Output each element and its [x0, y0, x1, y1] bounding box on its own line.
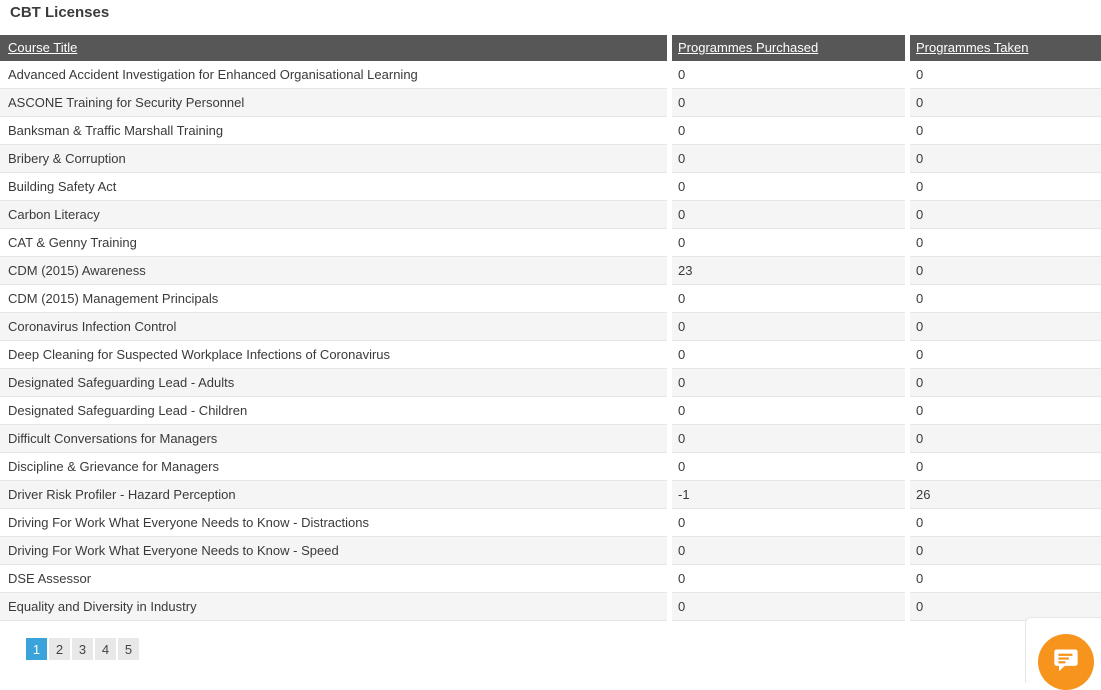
cell-programmes-taken: 0: [910, 145, 1101, 173]
page-title: CBT Licenses: [10, 4, 110, 21]
cell-course-title: Carbon Literacy: [0, 201, 667, 229]
cell-course-title: Deep Cleaning for Suspected Workplace In…: [0, 341, 667, 369]
cell-course-title: DSE Assessor: [0, 565, 667, 593]
table-row: Designated Safeguarding Lead - Children …: [0, 397, 1101, 425]
cell-programmes-purchased: 0: [672, 453, 905, 481]
table-row: Driving For Work What Everyone Needs to …: [0, 537, 1101, 565]
cell-programmes-taken: 0: [910, 341, 1101, 369]
cell-programmes-purchased: 0: [672, 313, 905, 341]
cell-course-title: CAT & Genny Training: [0, 229, 667, 257]
cell-programmes-purchased: 0: [672, 537, 905, 565]
cell-programmes-taken: 0: [910, 173, 1101, 201]
cell-programmes-purchased: 0: [672, 425, 905, 453]
cell-programmes-purchased: 0: [672, 397, 905, 425]
cell-programmes-purchased: 0: [672, 229, 905, 257]
table-row: CDM (2015) Management Principals 0 0: [0, 285, 1101, 313]
cell-programmes-purchased: 0: [672, 89, 905, 117]
cell-programmes-taken: 0: [910, 201, 1101, 229]
table-row: Discipline & Grievance for Managers 0 0: [0, 453, 1101, 481]
cell-programmes-taken: 0: [910, 313, 1101, 341]
cell-programmes-purchased: 0: [672, 173, 905, 201]
cell-course-title: CDM (2015) Awareness: [0, 257, 667, 285]
cell-course-title: Driver Risk Profiler - Hazard Perception: [0, 481, 667, 509]
cell-programmes-purchased: 0: [672, 117, 905, 145]
cell-programmes-taken: 0: [910, 61, 1101, 89]
cell-programmes-taken: 0: [910, 397, 1101, 425]
column-header-programmes-purchased: Programmes Purchased: [672, 35, 905, 61]
table-row: DSE Assessor 0 0: [0, 565, 1101, 593]
cell-programmes-taken: 26: [910, 481, 1101, 509]
cell-course-title: ASCONE Training for Security Personnel: [0, 89, 667, 117]
cell-programmes-purchased: 0: [672, 285, 905, 313]
cell-programmes-taken: 0: [910, 257, 1101, 285]
cell-course-title: Driving For Work What Everyone Needs to …: [0, 509, 667, 537]
cell-course-title: Coronavirus Infection Control: [0, 313, 667, 341]
page-button-3[interactable]: 3: [72, 638, 93, 660]
sort-link-programmes-taken[interactable]: Programmes Taken: [916, 40, 1029, 55]
cell-programmes-taken: 0: [910, 285, 1101, 313]
cell-course-title: Advanced Accident Investigation for Enha…: [0, 61, 667, 89]
table-row: Driver Risk Profiler - Hazard Perception…: [0, 481, 1101, 509]
cell-programmes-taken: 0: [910, 565, 1101, 593]
cell-course-title: Equality and Diversity in Industry: [0, 593, 667, 621]
table-row: Designated Safeguarding Lead - Adults 0 …: [0, 369, 1101, 397]
table-row: Banksman & Traffic Marshall Training 0 0: [0, 117, 1101, 145]
cell-course-title: Bribery & Corruption: [0, 145, 667, 173]
cell-programmes-purchased: 0: [672, 145, 905, 173]
cell-course-title: Designated Safeguarding Lead - Children: [0, 397, 667, 425]
cell-programmes-purchased: -1: [672, 481, 905, 509]
cell-course-title: Designated Safeguarding Lead - Adults: [0, 369, 667, 397]
cell-programmes-purchased: 0: [672, 593, 905, 621]
page-button-1[interactable]: 1: [26, 638, 47, 660]
table-row: Driving For Work What Everyone Needs to …: [0, 509, 1101, 537]
table-row: ASCONE Training for Security Personnel 0…: [0, 89, 1101, 117]
chat-widget-panel: [1025, 617, 1101, 690]
cell-programmes-purchased: 0: [672, 565, 905, 593]
cell-programmes-taken: 0: [910, 369, 1101, 397]
cell-programmes-purchased: 0: [672, 201, 905, 229]
table-row: Deep Cleaning for Suspected Workplace In…: [0, 341, 1101, 369]
cell-course-title: Driving For Work What Everyone Needs to …: [0, 537, 667, 565]
cell-course-title: CDM (2015) Management Principals: [0, 285, 667, 313]
table-row: Equality and Diversity in Industry 0 0: [0, 593, 1101, 621]
page-button-4[interactable]: 4: [95, 638, 116, 660]
cell-course-title: Discipline & Grievance for Managers: [0, 453, 667, 481]
table-body: Advanced Accident Investigation for Enha…: [0, 61, 1101, 621]
sort-link-programmes-purchased[interactable]: Programmes Purchased: [678, 40, 819, 55]
pagination: 1 2 3 4 5: [26, 638, 1101, 660]
column-header-course-title: Course Title: [0, 35, 667, 61]
chat-launcher-button[interactable]: [1038, 634, 1094, 690]
table-row: Coronavirus Infection Control 0 0: [0, 313, 1101, 341]
cell-course-title: Banksman & Traffic Marshall Training: [0, 117, 667, 145]
table-row: Advanced Accident Investigation for Enha…: [0, 61, 1101, 89]
cell-programmes-purchased: 0: [672, 369, 905, 397]
table-row: Building Safety Act 0 0: [0, 173, 1101, 201]
cell-programmes-taken: 0: [910, 537, 1101, 565]
cell-programmes-taken: 0: [910, 453, 1101, 481]
sort-link-course-title[interactable]: Course Title: [8, 40, 78, 55]
cell-programmes-purchased: 0: [672, 61, 905, 89]
cell-course-title: Building Safety Act: [0, 173, 667, 201]
cell-programmes-taken: 0: [910, 229, 1101, 257]
cell-programmes-taken: 0: [910, 509, 1101, 537]
cell-programmes-purchased: 0: [672, 509, 905, 537]
page-button-5[interactable]: 5: [118, 638, 139, 660]
table-row: CDM (2015) Awareness 23 0: [0, 257, 1101, 285]
table-row: Bribery & Corruption 0 0: [0, 145, 1101, 173]
cell-programmes-taken: 0: [910, 89, 1101, 117]
cbt-licenses-table: Course Title Programmes Purchased Progra…: [0, 35, 1101, 621]
table-row: Difficult Conversations for Managers 0 0: [0, 425, 1101, 453]
cell-course-title: Difficult Conversations for Managers: [0, 425, 667, 453]
table-row: CAT & Genny Training 0 0: [0, 229, 1101, 257]
cell-programmes-taken: 0: [910, 593, 1101, 621]
cell-programmes-taken: 0: [910, 425, 1101, 453]
cell-programmes-taken: 0: [910, 117, 1101, 145]
table-row: Carbon Literacy 0 0: [0, 201, 1101, 229]
cell-programmes-purchased: 0: [672, 341, 905, 369]
column-header-programmes-taken: Programmes Taken: [910, 35, 1101, 61]
chat-bubble-icon: [1052, 649, 1080, 674]
cell-programmes-purchased: 23: [672, 257, 905, 285]
table-header-row: Course Title Programmes Purchased Progra…: [0, 35, 1101, 61]
page-button-2[interactable]: 2: [49, 638, 70, 660]
